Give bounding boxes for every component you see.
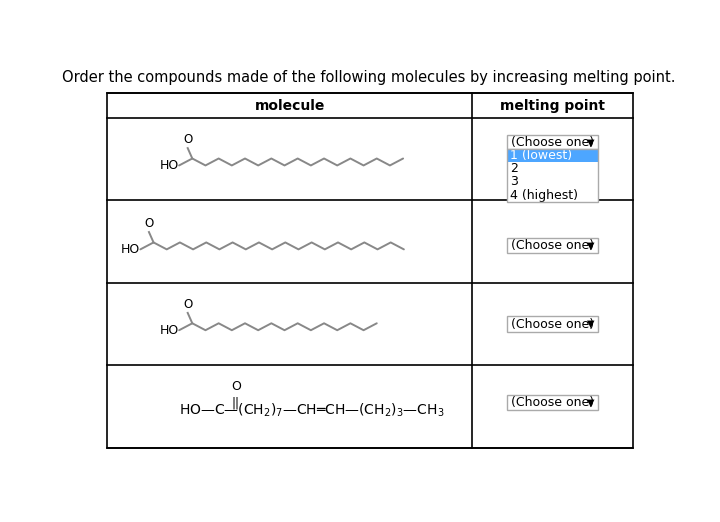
Text: ▼: ▼ xyxy=(588,137,595,147)
Bar xyxy=(507,149,598,201)
Text: ▼: ▼ xyxy=(588,398,595,408)
Text: (Choose one): (Choose one) xyxy=(510,317,594,330)
Text: ▼: ▼ xyxy=(588,241,595,251)
Text: 3: 3 xyxy=(510,175,518,188)
Bar xyxy=(507,238,598,253)
Bar xyxy=(507,175,598,188)
Text: O: O xyxy=(183,298,192,311)
Text: HO: HO xyxy=(121,243,140,256)
Text: 4 (highest): 4 (highest) xyxy=(510,188,577,201)
Bar xyxy=(107,93,632,448)
Text: 2: 2 xyxy=(510,162,518,175)
Text: O: O xyxy=(231,379,240,393)
Text: ||: || xyxy=(232,397,240,410)
Text: ▼: ▼ xyxy=(588,319,595,329)
Bar xyxy=(507,135,598,149)
Text: 1 (lowest): 1 (lowest) xyxy=(510,149,572,162)
Text: (Choose one): (Choose one) xyxy=(510,396,594,409)
Text: (Choose one): (Choose one) xyxy=(510,239,594,252)
Bar xyxy=(507,162,598,175)
Text: HO—C—(CH$_2$)$_7$—CH═CH—(CH$_2$)$_3$—CH$_3$: HO—C—(CH$_2$)$_7$—CH═CH—(CH$_2$)$_3$—CH$… xyxy=(179,401,444,419)
Text: Order the compounds made of the following molecules by increasing melting point.: Order the compounds made of the followin… xyxy=(62,70,676,85)
Text: HO: HO xyxy=(160,324,179,337)
Bar xyxy=(507,188,598,201)
Text: (Choose one): (Choose one) xyxy=(510,136,594,149)
Text: O: O xyxy=(183,133,192,146)
Text: melting point: melting point xyxy=(500,99,605,113)
Text: HO: HO xyxy=(160,159,179,172)
Bar xyxy=(507,149,598,162)
Bar xyxy=(507,316,598,332)
Text: O: O xyxy=(144,217,153,230)
Bar xyxy=(507,395,598,410)
Text: molecule: molecule xyxy=(254,99,325,113)
